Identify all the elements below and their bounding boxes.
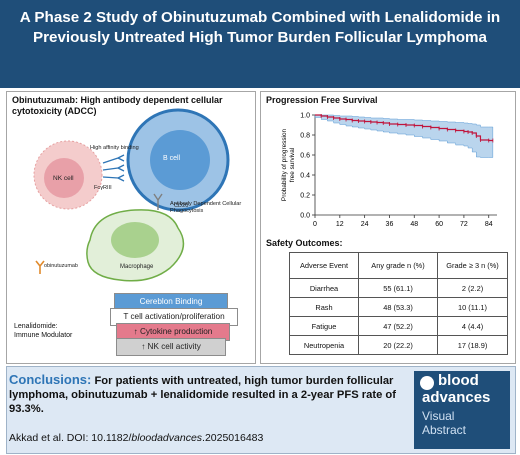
y-tick-label: 0.2 [300, 193, 310, 200]
conclusions-text: Conclusions: For patients with untreated… [9, 373, 409, 416]
row-event: Rash [289, 297, 359, 317]
mechanism-diagram: B cell NK cell High affinity binding Fcγ… [33, 108, 241, 282]
mechanism-title: Obinutuzumab: High antibody dependent ce… [12, 95, 223, 116]
x-tick-label: 48 [410, 221, 418, 228]
header-any-grade: Any grade n (%) [358, 252, 438, 279]
logo-line4: Abstract [422, 423, 467, 437]
citation-prefix: Akkad et al. DOI: 10.1182/ [9, 432, 132, 444]
pfs-survival-curve [315, 114, 493, 142]
adcp-label-line1: Antibody Dependent Cellular [170, 201, 241, 207]
conclusions-heading: Conclusions: [9, 372, 92, 387]
row-grade-3: 2 (2.2) [437, 278, 508, 298]
lenalidomide-label: Lenalidomide: Immune Modulator [14, 322, 72, 340]
logo-line2: advances [422, 389, 491, 406]
logo-line3: Visual [422, 409, 455, 423]
y-tick-label: 0.4 [300, 173, 310, 180]
b-cell-label: B cell [163, 155, 181, 162]
b-cell-nucleus [150, 130, 210, 190]
y-tick-label: 1.0 [300, 113, 310, 120]
safety-header-row: Adverse Event Any grade n (%) Grade ≥ 3 … [289, 252, 508, 279]
logo-line1: blood [438, 372, 479, 389]
citation: Akkad et al. DOI: 10.1182/bloodadvances.… [9, 432, 263, 444]
x-tick-label: 12 [336, 221, 344, 228]
obinutuzumab-legend-label: obinutuzumab [44, 263, 78, 269]
nk-cell-nucleus [44, 158, 84, 198]
x-tick-label: 60 [435, 221, 443, 228]
safety-title: Safety Outcomes: [266, 238, 343, 248]
row-grade-3: 17 (18.9) [437, 335, 508, 355]
obinutuzumab-icon [35, 260, 45, 274]
table-row: Fatigue 47 (52.2) 4 (4.4) [289, 316, 508, 336]
x-tick-label: 24 [361, 221, 369, 228]
high-affinity-label: High affinity binding [90, 145, 139, 151]
row-event: Neutropenia [289, 335, 359, 355]
row-grade-3: 4 (4.4) [437, 316, 508, 336]
citation-journal: bloodadvances [131, 432, 203, 444]
cd20-label: CD20 [174, 203, 188, 209]
header-banner: A Phase 2 Study of Obinutuzumab Combined… [0, 0, 520, 88]
adcp-label-line2: Phagocytosis [170, 208, 203, 214]
journal-logo: blood advances Visual Abstract [414, 371, 510, 449]
antibody-bridge-icon [102, 154, 125, 182]
pfs-title: Progression Free Survival [266, 95, 378, 105]
y-axis-label-line1: Probability of progression [281, 129, 288, 202]
y-tick-label: 0.8 [300, 133, 310, 140]
row-event: Fatigue [289, 316, 359, 336]
x-tick-label: 72 [460, 221, 468, 228]
pfs-confidence-band [314, 114, 494, 158]
row-any-grade: 48 (53.3) [358, 297, 438, 317]
macrophage-nucleus [111, 222, 159, 258]
x-tick-label: 84 [485, 221, 493, 228]
row-any-grade: 55 (61.1) [358, 278, 438, 298]
header-adverse-event: Adverse Event [289, 252, 359, 279]
header-grade-3: Grade ≥ 3 n (%) [437, 252, 508, 279]
row-any-grade: 47 (52.2) [358, 316, 438, 336]
x-tick-label: 0 [313, 221, 317, 228]
nk-cell-label: NK cell [53, 175, 74, 182]
y-tick-label: 0.0 [300, 213, 310, 220]
x-tick-label: 36 [386, 221, 394, 228]
fcgr-label: FcγRIII [94, 185, 112, 191]
y-tick-label: 0.6 [300, 153, 310, 160]
row-any-grade: 20 (22.2) [358, 335, 438, 355]
lenalidomide-label-line1: Lenalidomide: [14, 323, 58, 330]
adcp-antibody-icon [153, 193, 163, 210]
conclusions-body: For patients with untreated, high tumor … [9, 375, 396, 415]
row-event: Diarrhea [289, 278, 359, 298]
table-row: Rash 48 (53.3) 10 (11.1) [289, 297, 508, 317]
page-title: A Phase 2 Study of Obinutuzumab Combined… [19, 9, 501, 46]
mechanism-nk-activity: ↑ NK cell activity [116, 338, 226, 356]
citation-suffix: .2025016483 [202, 432, 264, 444]
lenalidomide-label-line2: Immune Modulator [14, 332, 73, 339]
table-row: Neutropenia 20 (22.2) 17 (18.9) [289, 335, 508, 355]
logo-drop-icon [420, 376, 434, 390]
macrophage-label: Macrophage [120, 264, 154, 270]
pfs-chart: 0 12 24 36 48 60 72 84 0.0 0.2 0.4 0.6 0.8 1.0 Probabi… [281, 113, 497, 228]
table-row: Diarrhea 55 (61.1) 2 (2.2) [289, 278, 508, 298]
y-axis-label-line2: free survival [289, 148, 296, 182]
row-grade-3: 10 (11.1) [437, 297, 508, 317]
safety-table: Adverse Event Any grade n (%) Grade ≥ 3 … [289, 252, 508, 355]
